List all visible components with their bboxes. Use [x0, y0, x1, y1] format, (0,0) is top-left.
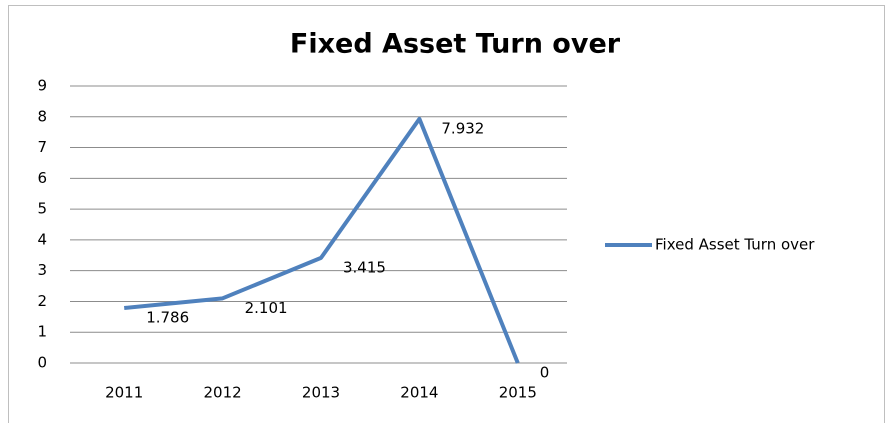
- data-label: 1.786: [146, 309, 189, 327]
- y-tick-label: 8: [37, 107, 47, 125]
- x-tick-label: 2015: [499, 384, 537, 402]
- data-label: 2.101: [245, 299, 288, 317]
- chart-title: Fixed Asset Turn over: [290, 29, 621, 60]
- y-tick-label: 7: [37, 138, 47, 156]
- y-tick-label: 4: [37, 230, 47, 248]
- y-tick-label: 6: [37, 169, 47, 187]
- y-tick-label: 5: [37, 200, 47, 218]
- x-tick-label: 2011: [105, 384, 143, 402]
- data-label: 3.415: [343, 258, 386, 276]
- y-tick-label: 0: [37, 354, 47, 372]
- y-tick-label: 1: [37, 323, 47, 341]
- series-line: [124, 116, 520, 364]
- data-label: 0: [540, 364, 550, 382]
- data-label: 7.932: [441, 119, 484, 137]
- chart-border: [8, 5, 885, 423]
- x-tick-label: 2012: [204, 384, 242, 402]
- y-tick-label: 9: [37, 77, 47, 95]
- x-tick-label: 2014: [400, 384, 438, 402]
- x-tick-label: 2013: [302, 384, 340, 402]
- y-tick-label: 2: [37, 292, 47, 310]
- legend-label: Fixed Asset Turn over: [655, 236, 815, 254]
- y-tick-label: 3: [37, 261, 47, 279]
